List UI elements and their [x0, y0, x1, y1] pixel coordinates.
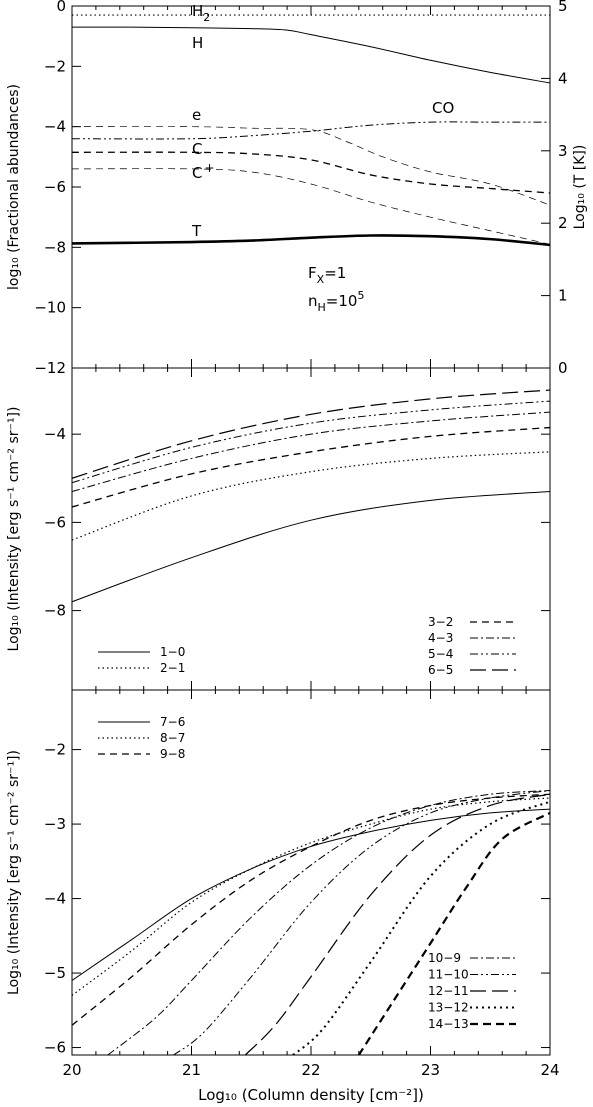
series-label-sub: 2 — [203, 11, 210, 24]
series-label-sup: + — [204, 161, 214, 175]
series-line — [72, 168, 550, 245]
y-tick-label: −4 — [44, 118, 66, 136]
series-label: C — [192, 140, 202, 158]
series-line — [72, 389, 550, 479]
legend-label: 13−12 — [428, 1001, 469, 1015]
series-label: H2 — [192, 2, 210, 24]
series-label: T — [191, 222, 202, 240]
legend-label: 12−11 — [428, 984, 469, 998]
legend-label: 6−5 — [428, 663, 453, 677]
y-tick-label: −4 — [44, 890, 66, 908]
series-line — [244, 793, 550, 1055]
legend-label: 9−8 — [160, 747, 185, 761]
y-axis-label: log₁₀ (Fractional abundances) — [6, 84, 22, 290]
series-line — [72, 411, 550, 492]
annotation-fx: FX=1 — [308, 264, 346, 286]
series-line — [173, 790, 550, 1055]
plot-frame — [71, 367, 551, 691]
y-right-tick-label: 4 — [558, 69, 568, 87]
series-line — [72, 400, 550, 484]
y-tick-label: −10 — [34, 299, 66, 317]
legend-label: 4−3 — [428, 631, 453, 645]
y-tick-label: −5 — [44, 964, 66, 982]
series-line — [72, 121, 550, 140]
y-right-tick-label: 5 — [558, 0, 568, 15]
series-line — [72, 451, 550, 541]
legend-label: 10−9 — [428, 951, 461, 965]
x-tick-label: 24 — [540, 1061, 559, 1079]
series-label: CO — [432, 99, 454, 117]
x-tick-label: 23 — [421, 1061, 440, 1079]
legend-label: 11−10 — [428, 968, 469, 982]
plot-frame — [71, 689, 551, 1056]
annotation-nh: nH=105 — [308, 289, 364, 314]
y-tick-label: −2 — [44, 741, 66, 759]
y-tick-label: 0 — [56, 0, 66, 15]
series-line — [72, 793, 550, 1026]
x-tick-label: 22 — [301, 1061, 320, 1079]
series-line — [292, 800, 550, 1055]
panel-intensity-high-j: 20 21 22 23 24 −2 −3 −4 −5 −6 Log₁₀ (Intensity [er… — [6, 689, 560, 1079]
legend-label: 5−4 — [428, 647, 453, 661]
panel-abundances: 0 −2 −4 −6 −8 −10 −12 0 1 2 3 4 5 Log₁₀ (T [K]) log₁₀ … — [6, 0, 588, 377]
y-right-tick-label: 0 — [558, 359, 568, 377]
y-tick-label: −6 — [44, 513, 66, 531]
series-line — [72, 26, 550, 84]
y-tick-label: −8 — [44, 238, 66, 256]
y-right-tick-label: 2 — [558, 214, 568, 232]
x-tick-label: 21 — [182, 1061, 201, 1079]
panel-intensity-low-j: −4 −6 −8 Log₁₀ (Intensity [erg s⁻¹ cm⁻² sr⁻… — [6, 367, 551, 691]
legend-label: 8−7 — [160, 731, 185, 745]
y-right-tick-label: 1 — [558, 287, 568, 305]
y-axis-label: Log₁₀ (Intensity [erg s⁻¹ cm⁻² sr⁻¹]) — [6, 750, 22, 995]
legend-label: 2−1 — [160, 661, 185, 675]
series-line — [72, 151, 550, 194]
x-tick-label: 20 — [62, 1061, 81, 1079]
y-tick-label: −6 — [44, 1039, 66, 1057]
y-axis-label: Log₁₀ (Intensity [erg s⁻¹ cm⁻² sr⁻¹]) — [6, 407, 22, 652]
series-line — [72, 426, 550, 508]
legend-label: 1−0 — [160, 645, 185, 659]
series-line — [72, 234, 550, 247]
series-line — [357, 811, 550, 1055]
y-tick-label: −3 — [44, 815, 66, 833]
series-label: C + — [192, 161, 215, 182]
y-tick-label: −6 — [44, 178, 66, 196]
series-line — [72, 491, 550, 603]
y-tick-label: −4 — [44, 425, 66, 443]
legend-label: 14−13 — [428, 1017, 469, 1031]
y-tick-label: −12 — [34, 359, 66, 377]
y-tick-label: −8 — [44, 602, 66, 620]
series-label: e — [192, 106, 201, 124]
x-axis-label: Log₁₀ (Column density [cm⁻²]) — [198, 1086, 424, 1104]
series-label: H — [192, 34, 203, 52]
plot-frame — [71, 5, 551, 369]
series-line — [107, 790, 550, 1055]
legend-label: 7−6 — [160, 715, 185, 729]
y-right-tick-label: 3 — [558, 142, 568, 160]
series-line — [72, 808, 550, 981]
y-tick-label: −2 — [44, 57, 66, 75]
y-right-axis-label: Log₁₀ (T [K]) — [572, 145, 588, 230]
series-line — [72, 797, 550, 996]
legend-label: 3−2 — [428, 615, 453, 629]
series-line — [72, 126, 550, 206]
